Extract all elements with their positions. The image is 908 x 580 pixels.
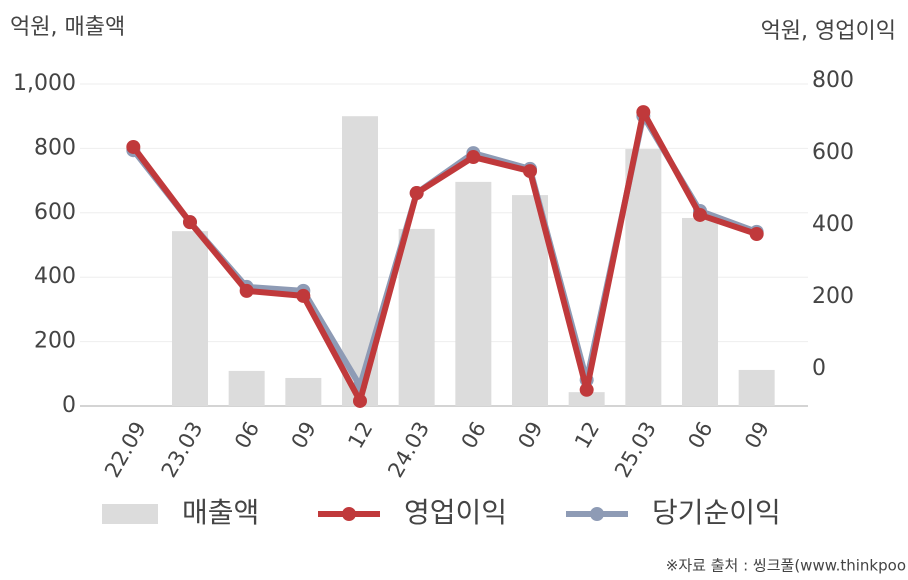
point — [239, 283, 254, 298]
y-axis-title: 억원, 매출액 — [10, 15, 125, 40]
bar — [172, 231, 208, 406]
point — [693, 207, 707, 222]
x-tick-label: 06 — [683, 418, 717, 453]
y-tick-label: 600 — [34, 200, 76, 225]
bar — [455, 181, 492, 406]
legend-label: 영업이익 — [404, 496, 507, 529]
legend-swatch — [342, 507, 356, 521]
legend-label: 당기순이익 — [652, 496, 781, 529]
x-tick-label: 23.03 — [157, 418, 208, 482]
y-tick-label: 200 — [34, 329, 76, 354]
y-tick-label: 400 — [34, 264, 76, 289]
bar — [398, 228, 435, 406]
line — [130, 109, 758, 404]
x-tick-label: 09 — [287, 418, 321, 453]
point — [523, 164, 537, 179]
x-tick-label: 09 — [740, 418, 774, 453]
x-tick-label: 12 — [343, 418, 377, 453]
point — [749, 227, 764, 242]
bar — [512, 195, 548, 406]
x-tick-label: 06 — [230, 418, 264, 453]
point — [296, 288, 311, 303]
x-tick-label: 12 — [570, 418, 604, 453]
y2-tick-label: 600 — [812, 140, 854, 165]
legend-swatch — [590, 507, 604, 521]
y-tick-label: 800 — [34, 135, 76, 160]
y2-tick-label: 800 — [812, 68, 854, 93]
y2-tick-label: 200 — [812, 284, 854, 309]
bar — [738, 369, 775, 406]
line — [130, 113, 758, 389]
x-tick-label: 24.03 — [383, 418, 434, 482]
source: ※자료 출처 : 씽크풀(www.thinkpoo — [666, 557, 906, 575]
bar — [285, 377, 322, 406]
legend-swatch — [102, 504, 158, 524]
y2-axis-title: 억원, 영업이익 — [761, 19, 896, 44]
point — [409, 186, 424, 201]
point — [353, 393, 367, 408]
x-tick-label: 22.09 — [100, 418, 151, 482]
x-tick-label: 09 — [513, 418, 547, 453]
point — [579, 382, 594, 397]
legend-label: 매출액 — [182, 496, 259, 529]
x-tick-label: 06 — [457, 418, 491, 453]
bar — [625, 149, 662, 406]
bar — [568, 392, 605, 406]
x-tick-label: 25.03 — [610, 418, 661, 482]
point — [183, 215, 197, 230]
point — [466, 150, 481, 165]
y2-tick-label: 0 — [812, 356, 826, 381]
point — [126, 139, 141, 154]
bar — [682, 217, 718, 406]
y-tick-label: 1,000 — [13, 71, 76, 96]
y-tick-label: 0 — [62, 393, 76, 418]
bar — [228, 370, 265, 406]
y2-tick-label: 400 — [812, 212, 854, 237]
point — [636, 105, 651, 120]
